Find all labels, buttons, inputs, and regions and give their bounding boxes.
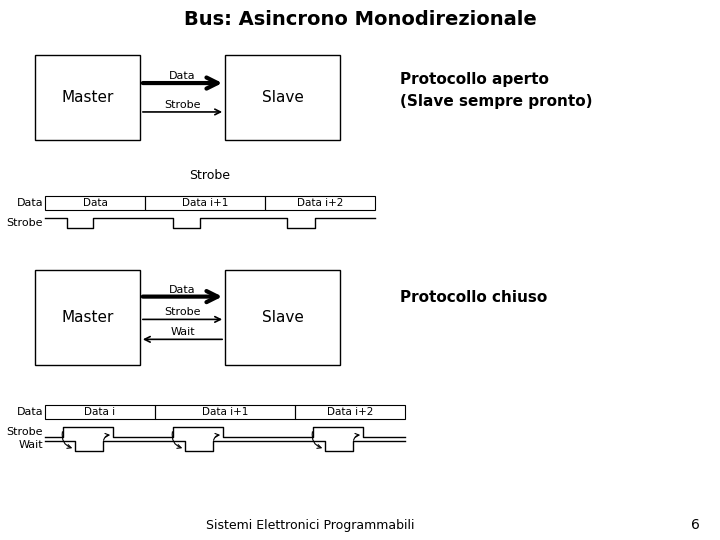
Text: Strobe: Strobe — [6, 427, 43, 437]
Text: Data: Data — [169, 71, 196, 81]
Text: Strobe: Strobe — [164, 307, 201, 318]
Text: Wait: Wait — [170, 327, 195, 338]
Text: Data i+1: Data i+1 — [182, 198, 228, 208]
Text: Data i: Data i — [84, 407, 116, 417]
Bar — [225, 55, 340, 140]
Text: Strobe: Strobe — [189, 169, 230, 182]
Text: Data i+2: Data i+2 — [297, 198, 343, 208]
Text: Master: Master — [61, 90, 114, 105]
Text: Strobe: Strobe — [6, 218, 43, 228]
Bar — [45, 196, 145, 210]
Text: Sistemi Elettronici Programmabili: Sistemi Elettronici Programmabili — [206, 519, 414, 532]
Text: 6: 6 — [691, 518, 700, 532]
Bar — [45, 405, 155, 419]
Text: Data: Data — [169, 285, 196, 295]
Bar — [265, 196, 375, 210]
Text: Bus: Asincrono Monodirezionale: Bus: Asincrono Monodirezionale — [184, 10, 536, 29]
Text: Slave: Slave — [261, 90, 303, 105]
Bar — [155, 405, 295, 419]
Text: Protocollo chiuso: Protocollo chiuso — [400, 290, 547, 305]
Text: Master: Master — [61, 310, 114, 325]
Text: Data: Data — [17, 198, 43, 208]
Text: Data: Data — [17, 407, 43, 417]
Text: Data: Data — [83, 198, 107, 208]
Text: Wait: Wait — [19, 440, 43, 450]
Bar — [145, 196, 265, 210]
Text: Protocollo aperto
(Slave sempre pronto): Protocollo aperto (Slave sempre pronto) — [400, 72, 593, 109]
Bar — [35, 270, 140, 365]
Text: Data i+1: Data i+1 — [202, 407, 248, 417]
Bar — [35, 55, 140, 140]
Bar — [225, 270, 340, 365]
Bar — [295, 405, 405, 419]
Text: Strobe: Strobe — [164, 100, 201, 110]
Text: Data i+2: Data i+2 — [327, 407, 373, 417]
Text: Slave: Slave — [261, 310, 303, 325]
